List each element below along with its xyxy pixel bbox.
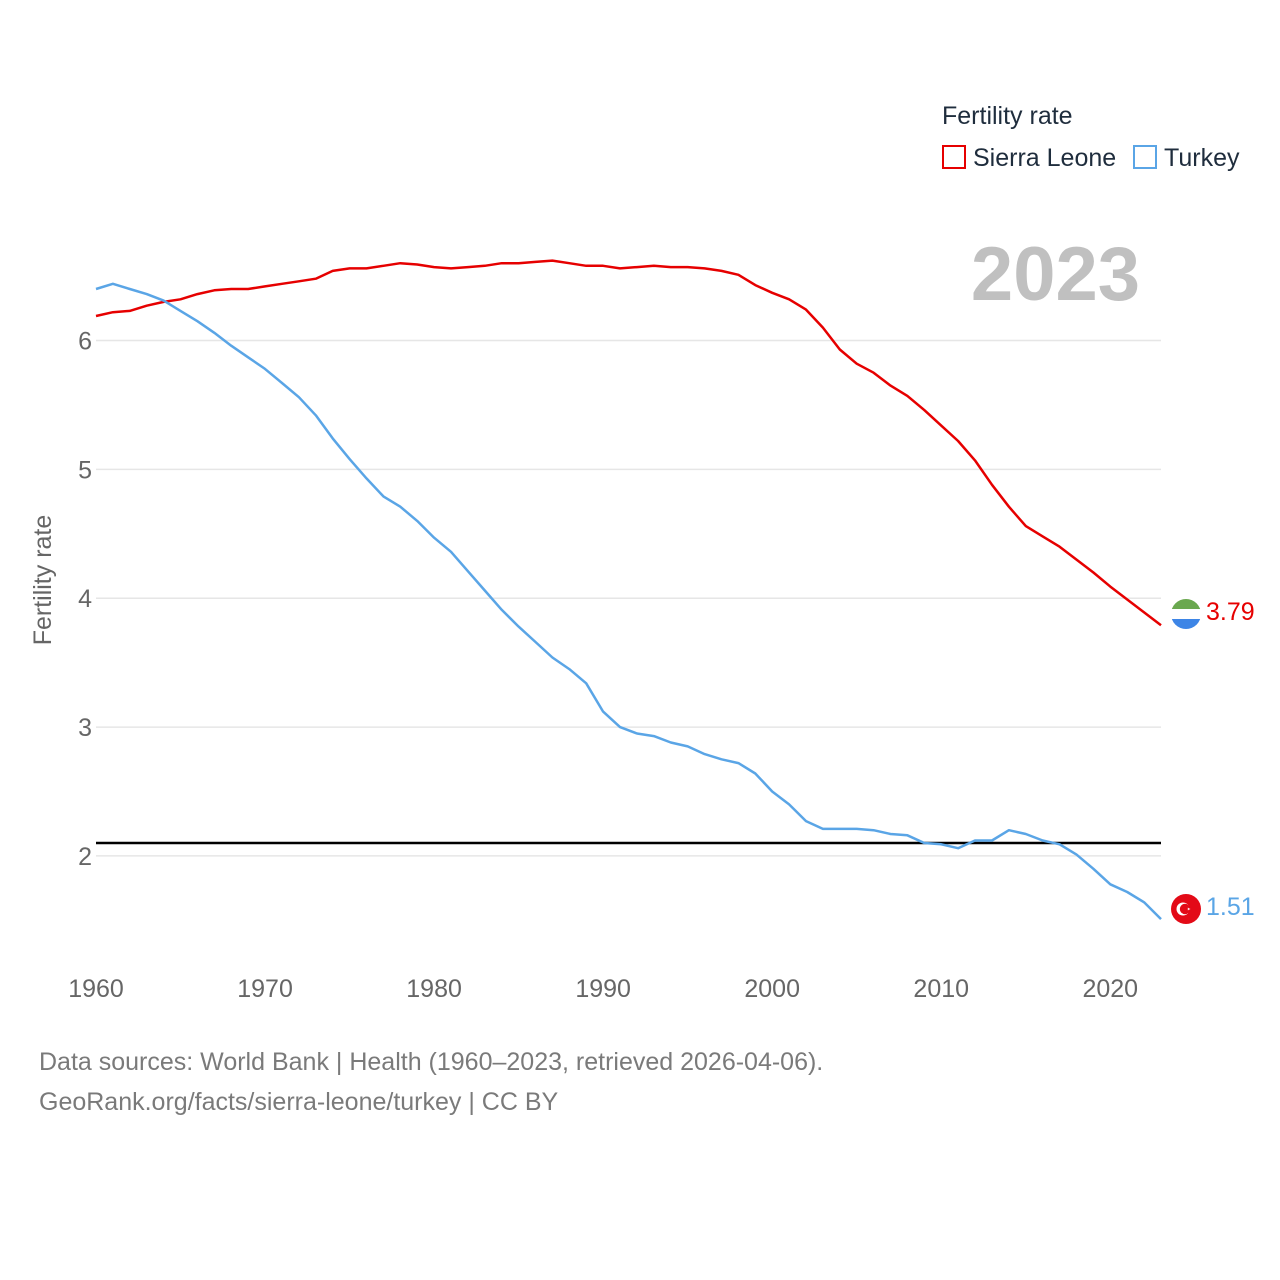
legend-title: Fertility rate [942,102,1073,130]
x-tick-labels: 1960 1970 1980 1990 2000 2010 2020 [68,975,1138,1003]
x-tick-1960: 1960 [68,975,124,1003]
legend-item-sierra-leone[interactable]: Sierra Leone [942,144,1116,172]
x-tick-1980: 1980 [406,975,462,1003]
y-tick-3: 3 [78,714,92,742]
turkey-end-value: 1.51 [1206,893,1255,921]
y-tick-2: 2 [78,843,92,871]
year-label: 2023 [971,232,1140,317]
source-link[interactable]: GeoRank.org/facts/sierra-leone/turkey | … [39,1088,559,1116]
data-sources-text: Data sources: World Bank | Health (1960–… [39,1048,824,1076]
footer: Data sources: World Bank | Health (1960–… [39,1042,823,1122]
gridlines [96,339,1161,857]
legend-label-turkey: Turkey [1164,144,1240,172]
x-tick-1990: 1990 [575,975,631,1003]
series-line-turkey [95,282,1162,920]
sierra-leone-end-value: 3.79 [1206,598,1255,626]
y-tick-6: 6 [78,328,92,356]
turkey-flag-icon [1171,894,1201,924]
fertility-line-chart: 2 3 4 5 6 1960 1970 1980 1990 2000 2010 2020 Ferti… [29,102,1255,1003]
x-tick-2000: 2000 [744,975,800,1003]
y-axis-label: Fertility rate [29,515,57,646]
legend-label-sierra-leone: Sierra Leone [973,144,1116,172]
x-tick-2020: 2020 [1082,975,1138,1003]
series-line-sierra-leone [95,259,1162,627]
y-tick-5: 5 [78,456,92,484]
y-tick-labels: 2 3 4 5 6 [78,328,92,871]
sierra-leone-flag-icon [1171,599,1201,629]
x-tick-1970: 1970 [237,975,293,1003]
legend-swatch-sierra-leone [942,145,966,169]
y-tick-4: 4 [78,585,92,613]
x-tick-2010: 2010 [913,975,969,1003]
legend-item-turkey[interactable]: Turkey [1133,144,1240,172]
series-lines [95,259,1162,920]
legend-swatch-turkey [1133,145,1157,169]
